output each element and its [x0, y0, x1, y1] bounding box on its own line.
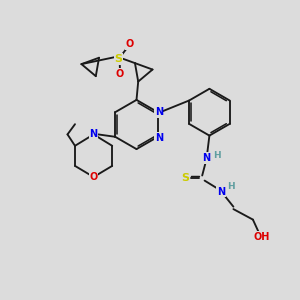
Text: S: S: [182, 172, 190, 183]
Text: O: O: [116, 69, 124, 79]
Text: H: H: [227, 182, 235, 191]
Text: O: O: [126, 39, 134, 50]
Text: N: N: [154, 107, 163, 117]
Text: N: N: [202, 153, 210, 163]
Text: N: N: [154, 133, 163, 143]
Text: N: N: [217, 187, 225, 197]
Text: H: H: [213, 151, 220, 160]
Text: N: N: [89, 129, 98, 140]
Text: OH: OH: [254, 232, 270, 242]
Text: S: S: [115, 54, 122, 64]
Text: O: O: [89, 172, 98, 182]
